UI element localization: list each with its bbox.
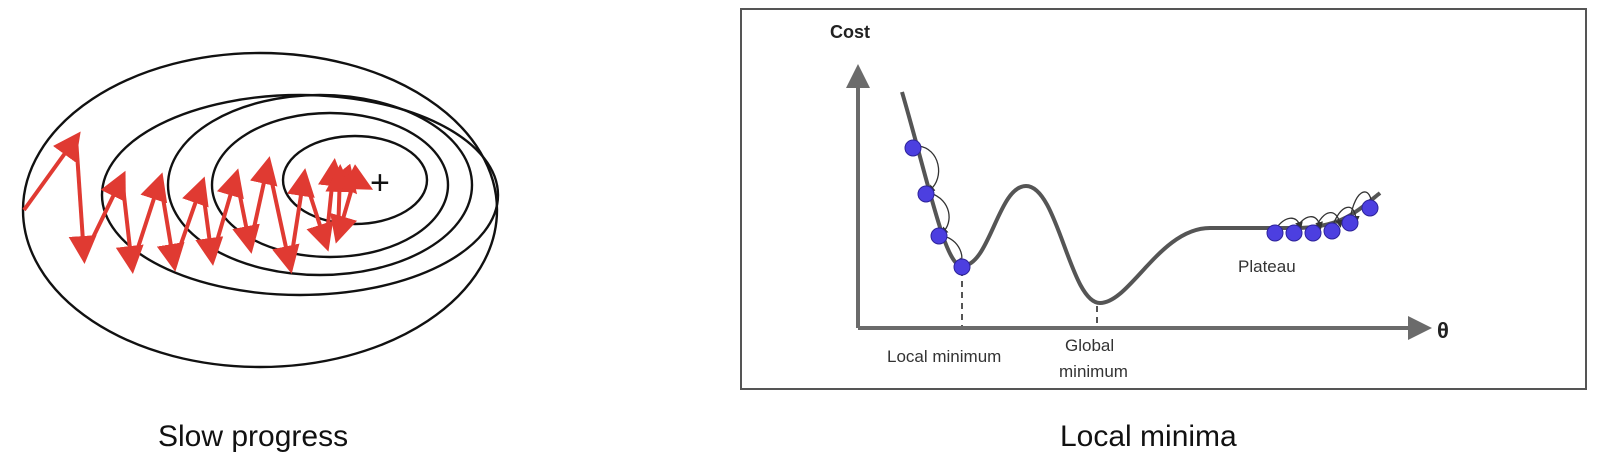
ball: [1304, 224, 1322, 242]
y-axis-label: Cost: [830, 22, 870, 42]
contour-3: [166, 93, 474, 277]
plateau-balls: [1266, 199, 1379, 242]
descent-arrow: [339, 164, 374, 190]
descent-arrow: [210, 168, 244, 259]
global-minimum-label-line1: Global: [1065, 336, 1114, 355]
ball: [1361, 199, 1379, 217]
x-axis-label: θ: [1437, 318, 1449, 343]
ball: [1266, 224, 1284, 242]
descent-arrow: [68, 137, 97, 264]
minimum-marker: +: [370, 164, 390, 202]
ball: [917, 185, 935, 203]
figure-frame: [740, 8, 1587, 390]
cost-curve: [900, 91, 1382, 306]
descent-arrow: [330, 187, 358, 244]
slow-progress-caption: Slow progress: [158, 420, 349, 453]
global-minimum-label-line2: minimum: [1059, 362, 1128, 381]
descent-arrow: [248, 156, 278, 247]
ball: [904, 139, 922, 157]
hop-arc: [1314, 212, 1344, 231]
ball: [930, 227, 948, 245]
local-minimum-label: Local minimum: [887, 347, 1001, 366]
slow-progress-diagram: +: [21, 51, 500, 369]
descent-arrow: [22, 131, 81, 212]
contour-lines: [21, 51, 500, 369]
descent-arrow: [266, 163, 300, 274]
descent-arrow: [115, 177, 144, 274]
contour-1: [21, 51, 499, 369]
ball: [1323, 222, 1341, 240]
descent-balls: [904, 139, 971, 276]
zigzag-descent-path: [22, 131, 374, 274]
ball: [953, 258, 971, 276]
ball: [1285, 224, 1303, 242]
descent-arrow: [318, 158, 346, 245]
descent-arrow: [232, 175, 260, 254]
descent-arrow: [302, 175, 334, 252]
descent-arrow: [156, 179, 185, 272]
descent-arrow: [287, 168, 315, 267]
local-minima-diagram: Cost θ Local minimum Global minimum Plat…: [740, 8, 1587, 390]
plateau-label: Plateau: [1238, 257, 1296, 276]
descent-arrow: [325, 164, 354, 237]
descent-arrow: [195, 183, 224, 266]
descent-arrow: [82, 170, 126, 257]
hop-arc: [1331, 206, 1360, 229]
hop-arc: [929, 192, 950, 235]
local-minima-caption: Local minima: [1060, 420, 1237, 453]
descent-arrow: [130, 172, 168, 267]
contour-4: [210, 111, 450, 259]
descent-arrow: [172, 176, 209, 265]
hop-arc: [917, 145, 940, 193]
ball: [1341, 214, 1359, 232]
